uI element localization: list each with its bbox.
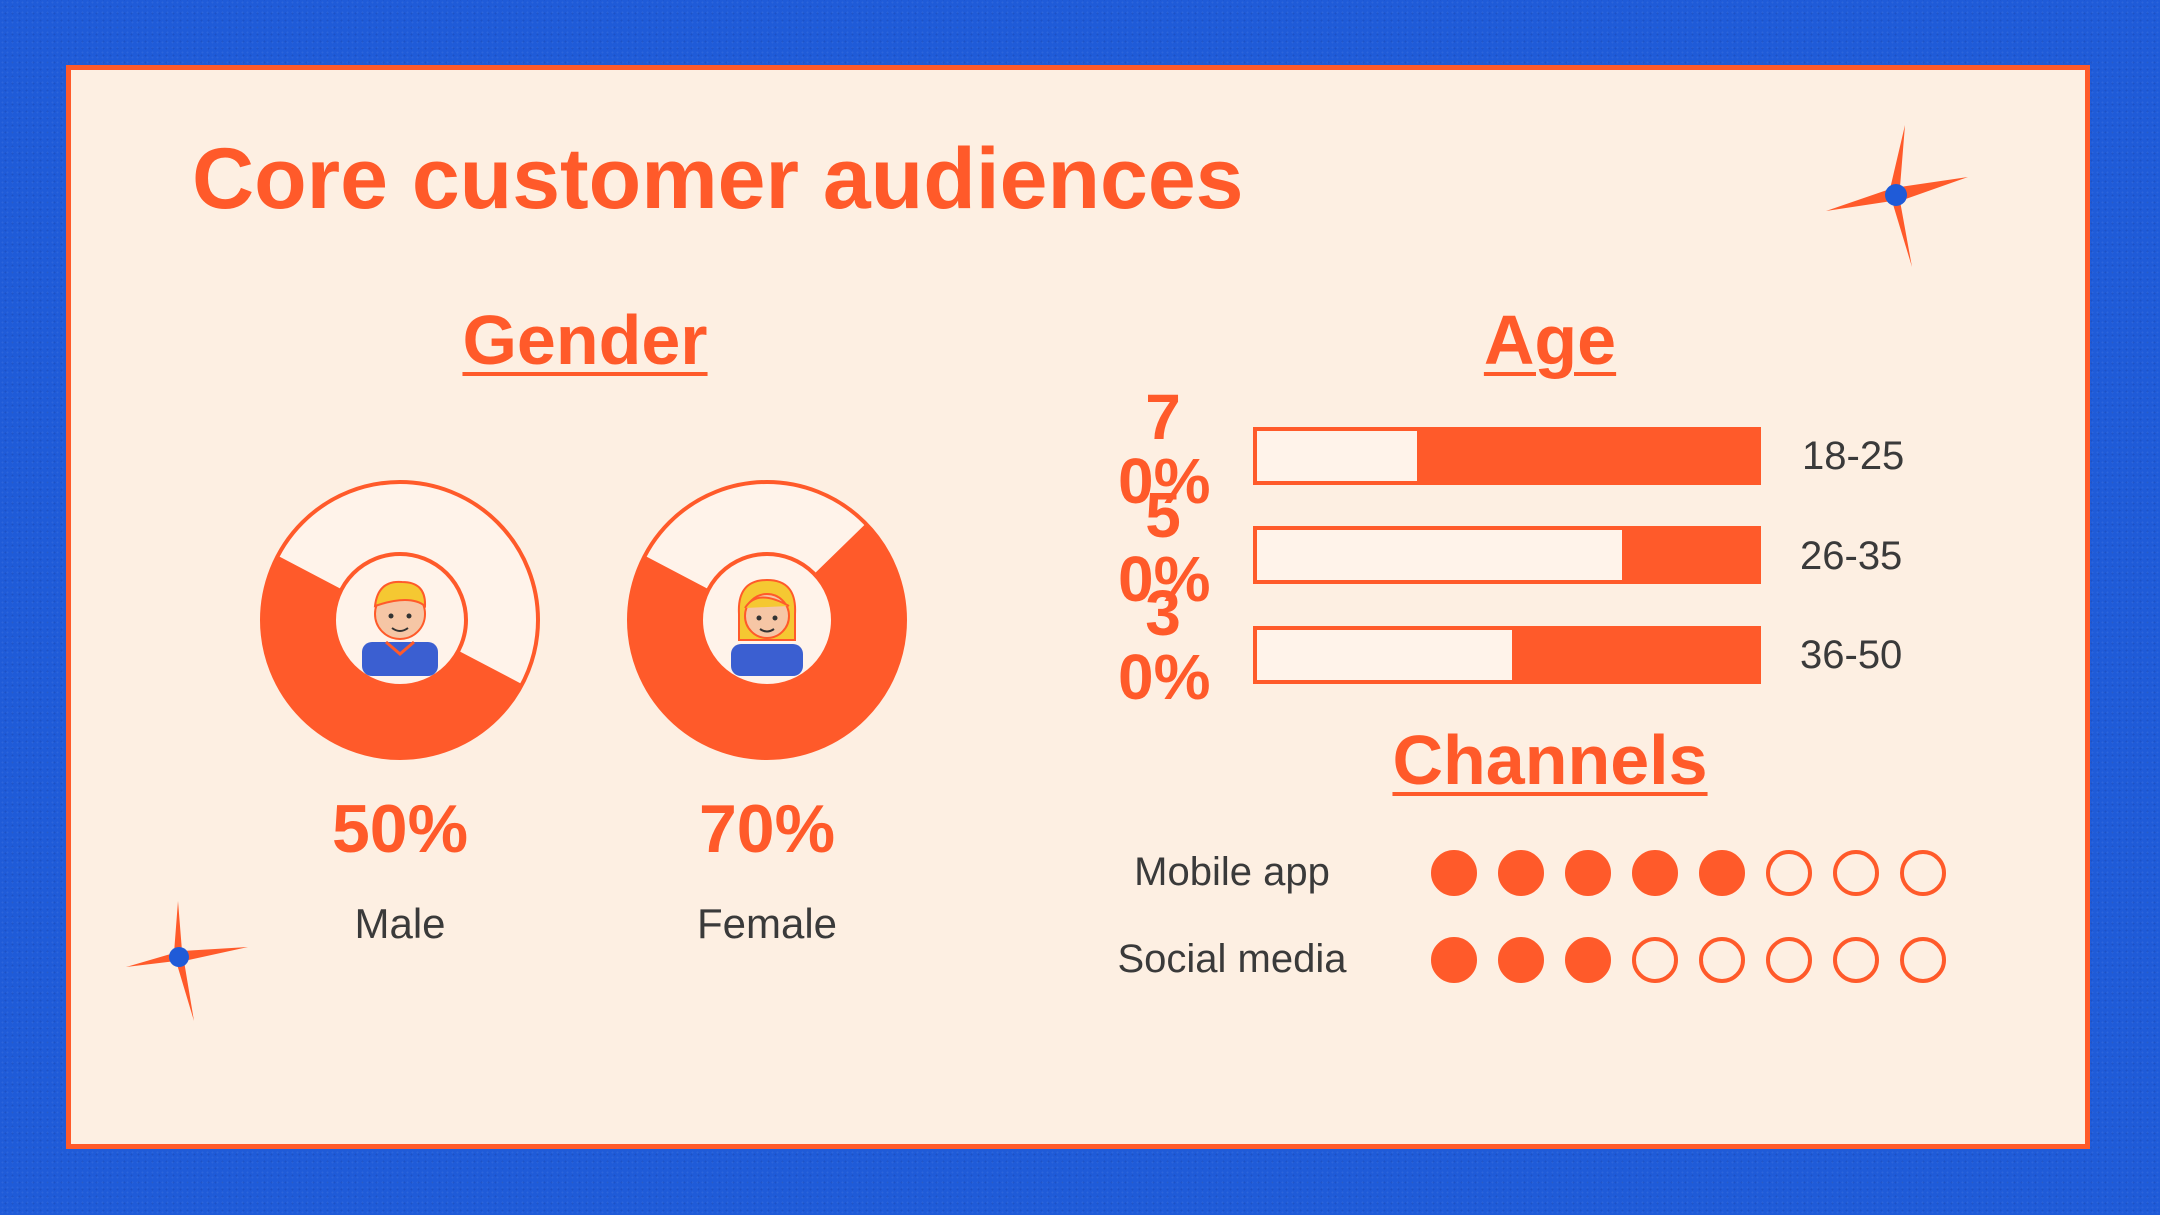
age-bar-18-25 [1253,427,1761,485]
age-percent-26-35: 50% [1118,479,1211,615]
female-donut [627,480,907,760]
rating-dot-filled [1632,850,1678,896]
rating-dot-filled [1565,937,1611,983]
female-label: Female [696,900,838,947]
man-avatar-icon [362,580,438,676]
rating-dot-empty [1699,937,1745,983]
woman-avatar-icon [731,578,803,676]
age-bar-fill [1622,530,1757,580]
channel-label-social-media: Social media [1117,937,1347,981]
rating-dot-filled [1699,850,1745,896]
page-title: Core customer audiences [192,131,1244,227]
rating-dot-empty [1833,850,1879,896]
channel-rating-social-media [1431,935,1951,985]
channel-label-mobile-app: Mobile app [1134,850,1330,894]
rating-dot-empty [1833,937,1879,983]
rating-dot-filled [1498,937,1544,983]
age-bar-fill [1512,630,1757,680]
male-label: Male [354,900,446,947]
age-heading: Age [1483,301,1617,379]
rating-dot-filled [1431,850,1477,896]
male-donut [260,480,540,760]
rating-dot-filled [1498,850,1544,896]
age-bar-26-35 [1253,526,1761,584]
female-percent: 70% [698,791,836,867]
rating-dot-filled [1565,850,1611,896]
age-percent-18-25: 70% [1118,381,1211,517]
female-donut-segment [629,523,905,758]
rating-dot-empty [1766,850,1812,896]
age-bar-fill [1417,431,1757,481]
channel-rating-mobile-app [1431,848,1951,898]
channels-heading: Channels [1392,721,1708,799]
rating-dot-empty [1900,850,1946,896]
sparkle-bottom-left-icon [126,901,248,1021]
sparkle-top-right-icon [1826,125,1968,267]
age-percent-36-50: 30% [1118,577,1211,713]
age-label-26-35: 26-35 [1800,534,1903,578]
age-label-18-25: 18-25 [1802,434,1905,478]
age-label-36-50: 36-50 [1800,633,1903,677]
male-percent: 50% [331,791,469,867]
rating-dot-empty [1900,937,1946,983]
male-donut-segment [262,555,523,758]
age-bar-36-50 [1253,626,1761,684]
rating-dot-filled [1431,937,1477,983]
rating-dot-empty [1632,937,1678,983]
rating-dot-empty [1766,937,1812,983]
gender-heading: Gender [462,301,708,379]
